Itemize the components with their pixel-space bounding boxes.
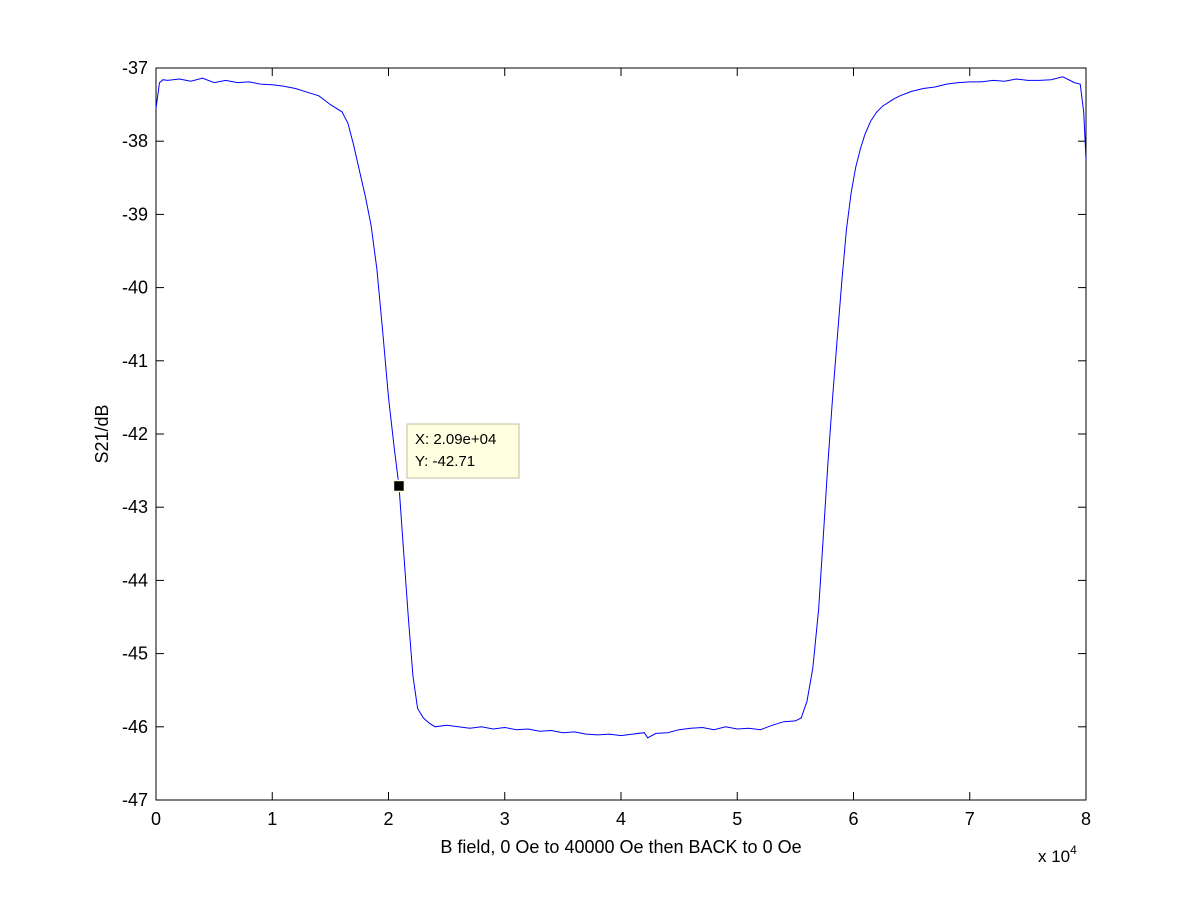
y-tick-label: -39: [122, 204, 148, 224]
y-tick-label: -37: [122, 58, 148, 78]
y-axis-label: S21/dB: [92, 404, 112, 463]
x-tick-label: 8: [1081, 809, 1091, 829]
y-tick-label: -38: [122, 131, 148, 151]
y-tick-label: -46: [122, 717, 148, 737]
x-tick-label: 6: [848, 809, 858, 829]
y-tick-label: -43: [122, 497, 148, 517]
datatip-y-text: Y: -42.71: [415, 453, 475, 470]
y-tick-label: -40: [122, 278, 148, 298]
x-axis-ticks: 0 1 2 3 4 5 6 7 8: [151, 68, 1091, 829]
y-tick-label: -42: [122, 424, 148, 444]
datatip-box: [406, 423, 520, 479]
plot-area: [155, 67, 1087, 801]
x-tick-label: 1: [267, 809, 277, 829]
y-tick-label: -47: [122, 790, 148, 810]
y-axis-ticks: -37 -38 -39 -40 -41 -42 -43 -44 -45 -46 -47: [122, 58, 1086, 810]
x-tick-label: 7: [965, 809, 975, 829]
datatip: X: 2.09e+04 Y: -42.71: [392, 423, 520, 493]
series-group: [155, 76, 1087, 739]
x-tick-label: 2: [383, 809, 393, 829]
y-tick-label: -45: [122, 644, 148, 664]
series-line-0: [155, 76, 1087, 739]
x-tick-label: 5: [732, 809, 742, 829]
y-tick-label: -41: [122, 351, 148, 371]
datatip-x-text: X: 2.09e+04: [415, 431, 496, 448]
x-tick-label: 0: [151, 809, 161, 829]
x-multiplier-base: x 10: [1038, 847, 1070, 866]
datatip-marker[interactable]: [392, 479, 406, 493]
x-axis-multiplier: x 104: [1038, 843, 1077, 866]
x-axis-label: B field, 0 Oe to 40000 Oe then BACK to 0…: [440, 837, 801, 857]
y-tick-label: -44: [122, 570, 148, 590]
x-multiplier-exponent: 4: [1070, 843, 1077, 857]
x-tick-label: 3: [500, 809, 510, 829]
x-tick-label: 4: [616, 809, 626, 829]
